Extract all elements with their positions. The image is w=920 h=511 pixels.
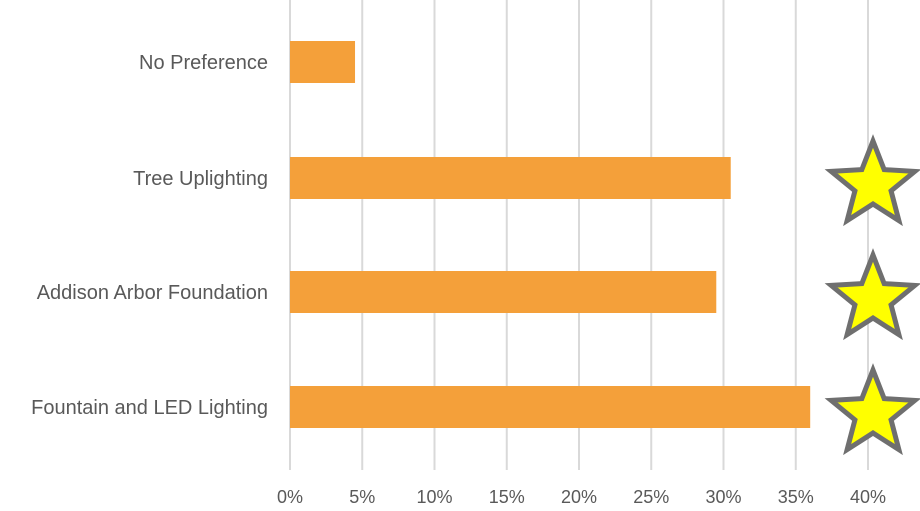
bar xyxy=(290,157,731,199)
x-tick-label: 35% xyxy=(778,487,814,507)
star-icon xyxy=(824,134,920,227)
x-tick-label: 30% xyxy=(705,487,741,507)
star-icon xyxy=(824,363,920,456)
bar xyxy=(290,271,717,313)
x-tick-label: 25% xyxy=(633,487,669,507)
category-label: No Preference xyxy=(139,52,268,74)
x-tick-label: 5% xyxy=(349,487,375,507)
x-tick-label: 15% xyxy=(489,487,525,507)
x-tick-label: 20% xyxy=(561,487,597,507)
bar xyxy=(290,386,811,428)
category-label: Tree Uplighting xyxy=(133,168,268,190)
x-tick-label: 40% xyxy=(850,487,886,507)
category-label: Addison Arbor Foundation xyxy=(37,282,268,304)
x-tick-label: 0% xyxy=(277,487,303,507)
x-tick-label: 10% xyxy=(416,487,452,507)
gridlines xyxy=(289,0,869,470)
star-icon xyxy=(824,248,920,341)
bar xyxy=(290,41,356,83)
category-label: Fountain and LED Lighting xyxy=(31,397,268,419)
